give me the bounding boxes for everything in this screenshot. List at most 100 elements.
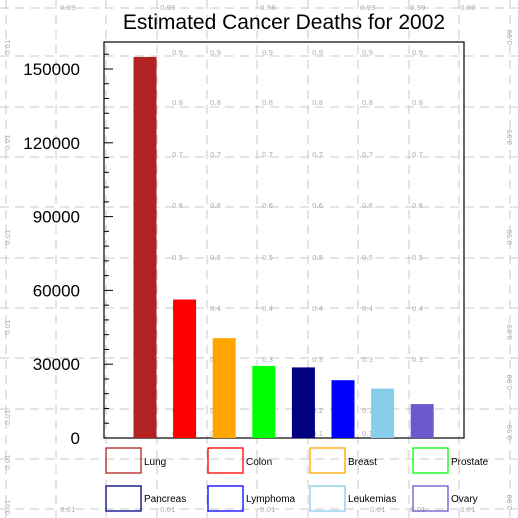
grid-label-right: 0.99: [506, 29, 514, 45]
grid-label-inner: 0.3: [262, 356, 273, 364]
grid-label-left: 0.01: [4, 499, 12, 515]
grid-label-inner: 0.8: [210, 99, 221, 107]
legend-swatch-lung: [105, 447, 142, 474]
legend-swatch-lymphoma: [207, 485, 244, 512]
grid-label-inner: 0.9: [412, 49, 423, 57]
bar-prostate: [252, 365, 276, 438]
grid-label-right: 0.99: [506, 424, 514, 440]
grid-label-left: 0.01: [4, 454, 12, 470]
legend-swatch-ovary: [412, 485, 449, 512]
grid-label-inner: 0.2: [312, 407, 323, 415]
grid-label-inner: 0.7: [412, 151, 423, 159]
y-tick-label: 90000: [33, 208, 80, 227]
legend-swatch-pancreas: [105, 485, 142, 512]
legend-label-lung: Lung: [144, 457, 166, 468]
grid-label-inner: 0.5: [412, 254, 423, 262]
grid-label-inner: 0.7: [172, 151, 183, 159]
legend-swatch-colon: [207, 447, 244, 474]
grid-label-bottom: 0.01: [160, 506, 176, 514]
legend-label-breast: Breast: [348, 457, 377, 468]
grid-label-inner: 0.9: [172, 49, 183, 57]
legend-label-prostate: Prostate: [451, 457, 489, 468]
bar-lymphoma: [331, 380, 355, 438]
chart-title: Estimated Cancer Deaths for 2002: [123, 11, 445, 34]
grid-label-top: 0.99: [160, 4, 176, 12]
grid-label-inner: 0.6: [412, 202, 424, 210]
grid-label-bottom: 0.01: [410, 506, 426, 514]
grid-label-inner: 0.5: [172, 254, 183, 262]
grid-label-top: 0.99: [360, 4, 376, 12]
grid-label-bottom: 0.01: [370, 506, 386, 514]
grid-label-inner: 0.4: [210, 305, 222, 313]
bar-colon: [173, 299, 197, 438]
grid-label-inner: 0.8: [412, 99, 423, 107]
grid-label-right: 0.99: [506, 374, 514, 390]
grid-label-left: 0.01: [4, 409, 12, 425]
bar-lung: [133, 56, 157, 439]
grid-label-bottom: 0.01: [60, 506, 76, 514]
grid-label-inner: 0.5: [210, 254, 221, 262]
y-tick-label: 0: [71, 429, 80, 448]
y-axis: 0 30000 60000 90000 120000 150000: [23, 53, 113, 448]
legend-label-pancreas: Pancreas: [144, 494, 186, 505]
grid-label-inner: 0.6: [362, 202, 374, 210]
bars: [133, 56, 434, 439]
grid-label-inner: 0.9: [262, 49, 273, 57]
grid-label-inner: 0.7: [210, 151, 221, 159]
legend-label-lymphoma: Lymphoma: [246, 494, 296, 505]
grid-label-inner: 0.4: [362, 305, 374, 313]
y-tick-label: 30000: [33, 355, 80, 374]
y-tick-label: 150000: [23, 60, 80, 79]
grid-label-inner: 0.4: [312, 305, 324, 313]
grid-label-inner: 0.2: [362, 407, 373, 415]
grid-label-inner: 0.6: [172, 202, 184, 210]
bar-leukemias: [371, 388, 395, 438]
grid-label-bottom: 0.01: [260, 506, 276, 514]
grid-label-inner: 0.9: [312, 49, 323, 57]
bar-pancreas: [291, 367, 315, 438]
grid-label-left: 0.01: [4, 134, 12, 150]
grid-label-inner: 0.3: [362, 356, 373, 364]
grid-label-inner: 0.3: [312, 356, 323, 364]
grid-label-inner: 0.5: [362, 254, 373, 262]
grid-label-inner: 0.8: [312, 99, 323, 107]
grid-label-inner: 0.1: [312, 430, 323, 438]
grid-label-right: 0.99: [506, 324, 514, 340]
grid-label-inner: 0.6: [312, 202, 324, 210]
grid-label-inner: 0.7: [262, 151, 273, 159]
legend-label-colon: Colon: [246, 457, 272, 468]
grid-label-inner: 0.9: [362, 49, 373, 57]
legend-swatch-prostate: [412, 447, 449, 474]
grid-label-right: 0.99: [506, 494, 514, 510]
grid-label-inner: 0.1: [362, 430, 373, 438]
grid-label-top: 0.99: [410, 4, 426, 12]
grid-label-inner: 0.6: [210, 202, 222, 210]
grid-label-left: 0.01: [4, 39, 12, 55]
grid-label-inner: 0.8: [262, 99, 273, 107]
legend: Lung Colon Breast Prostate Pancreas Lymphoma L…: [105, 447, 489, 512]
bar-breast: [212, 338, 236, 438]
grid-label-left: 0.01: [4, 229, 12, 245]
plot-frame: [103, 41, 465, 439]
grid-label-inner: 0.8: [172, 99, 183, 107]
legend-swatch-breast: [309, 447, 346, 474]
grid-label-top: 0.99: [60, 4, 76, 12]
grid-label-top: 0.98: [260, 4, 276, 12]
grid-label-inner: 0.3: [412, 356, 423, 364]
y-tick-label: 60000: [33, 281, 80, 300]
y-tick-label: 120000: [23, 134, 80, 153]
grid-label-top: 0.99: [460, 4, 476, 12]
grid-label-inner: 0.5: [312, 254, 323, 262]
legend-label-ovary: Ovary: [451, 494, 478, 505]
grid-label-left: 0.01: [4, 319, 12, 335]
legend-label-leukemias: Leukemias: [348, 494, 396, 505]
legend-swatch-leukemias: [309, 485, 346, 512]
bar-ovary: [410, 404, 434, 438]
grid-label-inner: 0.7: [312, 151, 323, 159]
grid-label-right: 0.99: [506, 229, 514, 245]
grid-label-inner: 0.9: [210, 49, 221, 57]
grid-label-inner: 0.8: [362, 99, 373, 107]
grid-label-inner: 0.5: [262, 254, 273, 262]
grid-label-inner: 0.7: [362, 151, 373, 159]
